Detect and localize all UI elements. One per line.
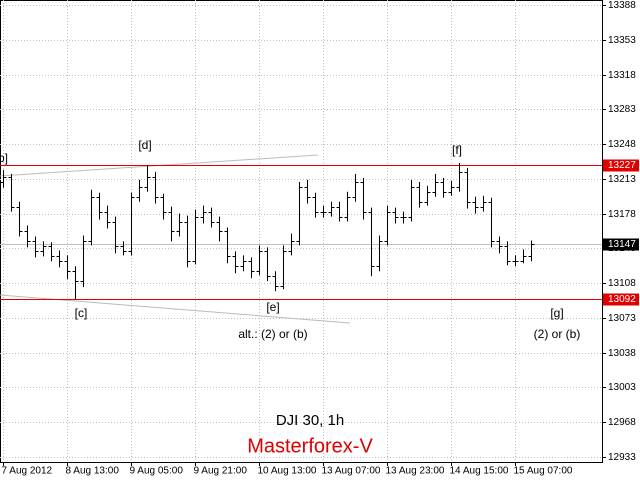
y-tick-label: 13213 xyxy=(608,174,636,185)
level-label: 13227 xyxy=(608,160,636,171)
y-tick-label: 13248 xyxy=(608,139,636,150)
levels xyxy=(0,165,602,300)
chart-subtitle: Masterforex-V xyxy=(247,435,373,457)
annotation: b] xyxy=(0,151,8,165)
y-tick-label: 13038 xyxy=(608,348,636,359)
y-tick-label: 12933 xyxy=(608,452,636,463)
annotation: [c] xyxy=(75,306,88,320)
y-tick-label: 13388 xyxy=(608,0,636,11)
y-tick-label: 12968 xyxy=(608,417,636,428)
y-tick-label: 13003 xyxy=(608,382,636,393)
y-tick-label: 13108 xyxy=(608,278,636,289)
annotation: (2) or (b) xyxy=(534,327,581,341)
y-tick-label: 13178 xyxy=(608,209,636,220)
y-tick-label: 13353 xyxy=(608,35,636,46)
level-label-box xyxy=(603,293,639,306)
annotation: [d] xyxy=(138,138,151,152)
level-label: 13092 xyxy=(608,294,636,305)
y-tick-label: 13318 xyxy=(608,70,636,81)
y-tick-label: 13283 xyxy=(608,104,636,115)
plot-frame xyxy=(0,0,603,463)
bars xyxy=(0,162,535,300)
x-tick-label: 10 Aug 13:00 xyxy=(258,466,317,477)
x-tick-label: 8 Aug 13:00 xyxy=(66,466,120,477)
annotation: [g] xyxy=(550,306,563,320)
chart-title: DJI 30, 1h xyxy=(276,412,344,429)
level-label-box xyxy=(603,159,639,172)
annotation: [e] xyxy=(266,300,279,314)
x-tick-label: 15 Aug 07:00 xyxy=(514,466,573,477)
x-tick-label: 13 Aug 23:00 xyxy=(386,466,445,477)
annotation: alt.: (2) or (b) xyxy=(238,327,307,341)
level-label: 13147 xyxy=(608,239,636,250)
x-tick-label: 9 Aug 05:00 xyxy=(130,466,184,477)
annotation: [f] xyxy=(452,143,462,157)
x-tick-label: 13 Aug 07:00 xyxy=(322,466,381,477)
x-tick-label: 7 Aug 2012 xyxy=(2,466,53,477)
level-label-box xyxy=(603,238,639,251)
x-tick-label: 9 Aug 21:00 xyxy=(194,466,248,477)
y-tick-label: 13073 xyxy=(608,313,636,324)
x-tick-label: 14 Aug 15:00 xyxy=(450,466,509,477)
